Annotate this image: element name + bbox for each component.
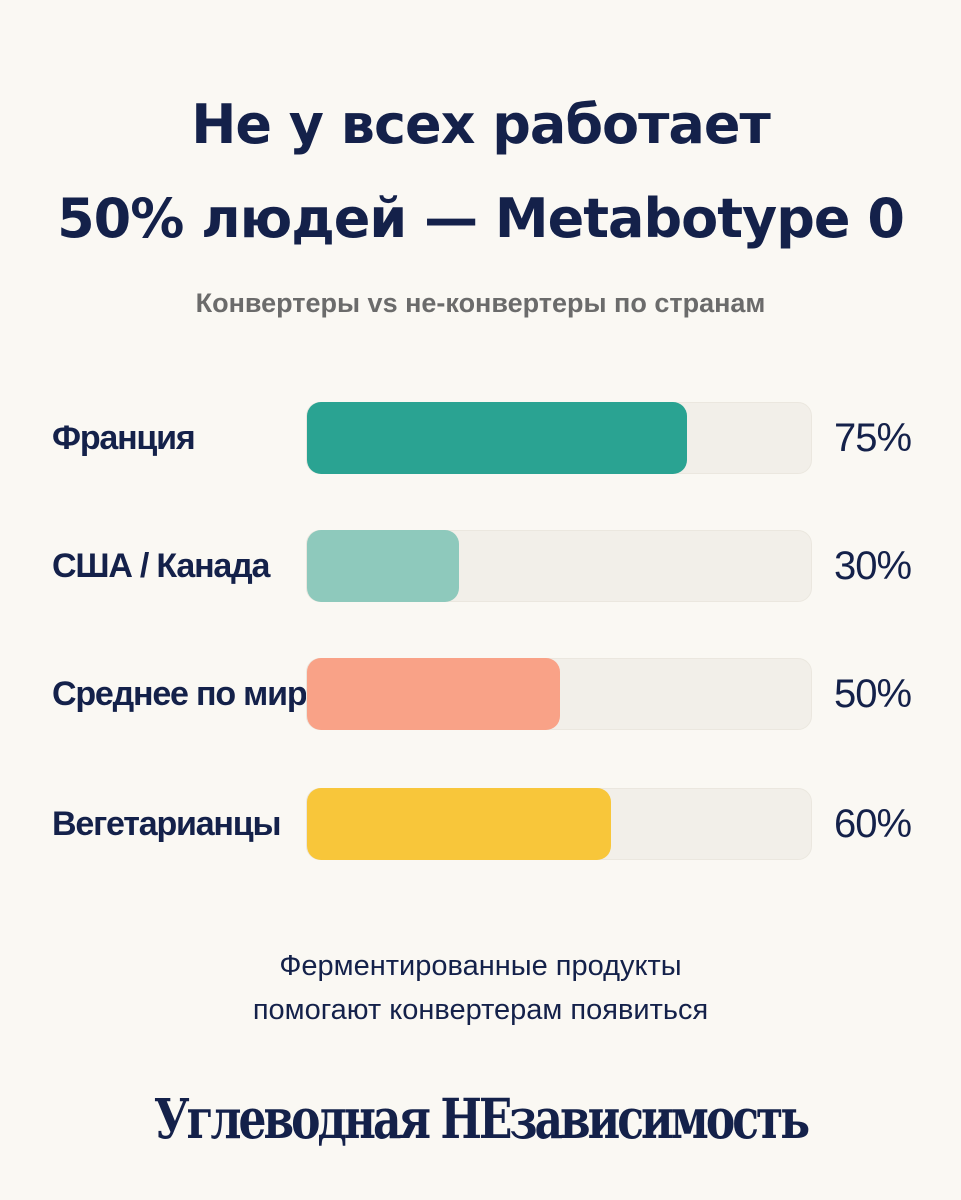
category-label: Франция (52, 418, 196, 457)
value-label: 75% (834, 415, 912, 460)
bar-row: Вегетарианцы 60% (0, 786, 961, 862)
chart-subtitle: Конвертеры vs не-конвертеры по странам (195, 288, 766, 318)
footnote-line-1: Ферментированные продукты (279, 950, 682, 982)
bar (307, 530, 459, 602)
bar (307, 402, 687, 474)
bar-row: Франция 75% (0, 400, 961, 476)
bar (307, 658, 560, 730)
category-label: Среднее по миру (52, 674, 325, 713)
page-title: Не у всех работает 50% людей — Metabotyp… (0, 78, 961, 266)
footnote: Ферментированные продукты помогают конве… (0, 944, 961, 1032)
value-label: 50% (834, 671, 912, 716)
bar-row: Среднее по миру 50% (0, 656, 961, 732)
bar-row: США / Канада 30% (0, 528, 961, 604)
brand-logo-text: Углеводная НЕзависимость (153, 1088, 810, 1152)
bar-track (306, 530, 812, 602)
bar-track (306, 788, 812, 860)
category-label: США / Канада (52, 546, 270, 585)
category-label: Вегетарианцы (52, 804, 282, 843)
value-label: 60% (834, 801, 912, 846)
title-line-1: Не у всех работает (191, 93, 771, 156)
value-label: 30% (834, 543, 912, 588)
bar (307, 788, 611, 860)
title-line-2: 50% людей — Metabotype 0 (57, 187, 905, 250)
footnote-line-2: помогают конвертерам появиться (252, 994, 709, 1026)
bar-track (306, 402, 812, 474)
bar-track (306, 658, 812, 730)
